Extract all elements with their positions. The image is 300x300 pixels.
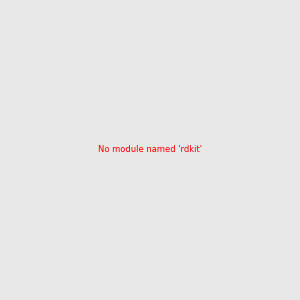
Text: No module named 'rdkit': No module named 'rdkit' <box>98 146 202 154</box>
